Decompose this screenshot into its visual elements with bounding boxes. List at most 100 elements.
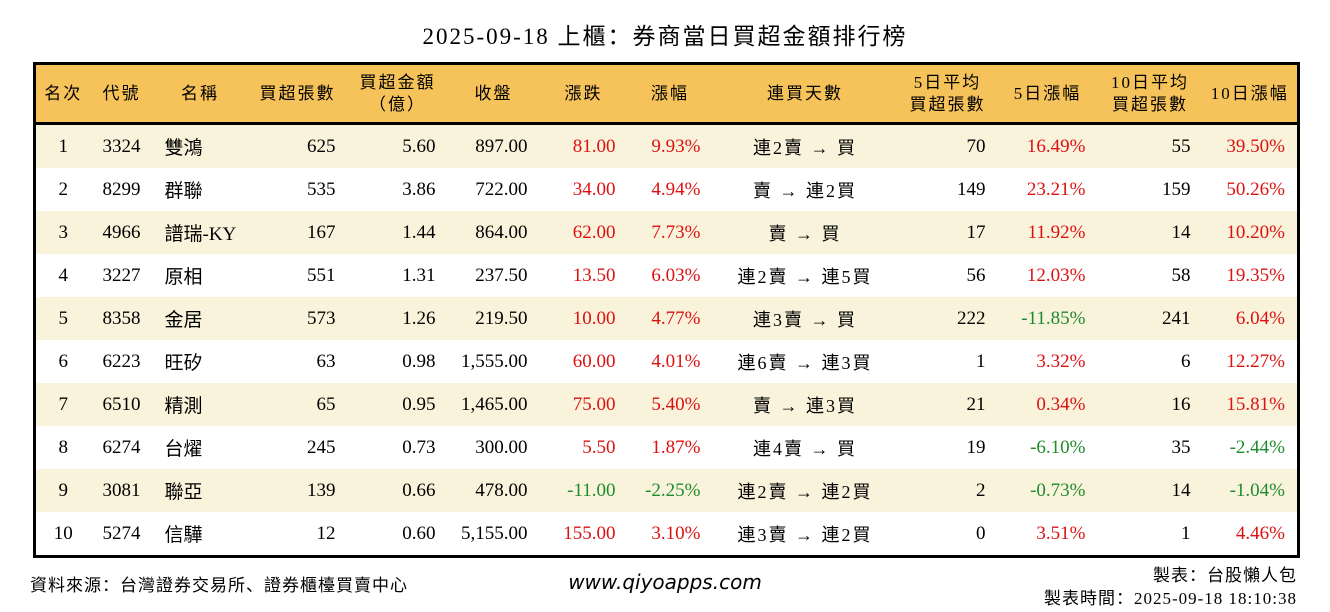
cell: 連2賣 → 買	[753, 137, 857, 158]
cell: -1.04%	[1229, 479, 1285, 501]
cell: 16	[1171, 393, 1191, 415]
cell: 16.49%	[1026, 135, 1086, 157]
cell: 1	[976, 350, 986, 372]
cell: 65	[316, 393, 336, 415]
cell: 1	[58, 135, 69, 157]
cell: 5274	[102, 522, 141, 544]
cell: 賣 → 連3買	[753, 395, 857, 416]
cell: 9.93%	[651, 135, 701, 157]
cell: 60.00	[572, 350, 616, 372]
cell: 34.00	[572, 178, 616, 200]
table-row: 4 3227 原相 551 1.31 237.50 13.50 6.03% 連2賣 → 連5買 5…	[34, 254, 1299, 297]
cell: 信驊	[164, 525, 203, 546]
cell: 連6賣 → 連3買	[737, 352, 873, 373]
cell: 1,555.00	[461, 350, 528, 372]
cell: 0.73	[402, 436, 436, 458]
table-row: 9 3081 聯亞 139 0.66 478.00 -11.00 -2.25% 連2賣 → 連2…	[34, 469, 1299, 512]
cell: 群聯	[164, 181, 203, 202]
cell: 0	[976, 522, 986, 544]
table-row: 8 6274 台燿 245 0.73 300.00 5.50 1.87% 連4賣 → 買 19 -6…	[34, 426, 1299, 469]
cell: 4.46%	[1235, 522, 1285, 544]
cell: 4.77%	[651, 307, 701, 329]
cell: 864.00	[475, 221, 528, 243]
cell: 70	[966, 135, 986, 157]
cell: 6274	[102, 436, 141, 458]
cell: 139	[307, 479, 336, 501]
cell: 149	[957, 178, 986, 200]
column-header-3: 名稱	[152, 63, 248, 125]
cell: 35	[1171, 436, 1191, 458]
cell: 1.26	[402, 307, 436, 329]
cell: 167	[307, 221, 336, 243]
ranking-table: 名次 代號 名稱 買超張數 買超金額 （億） 收盤 漲跌 漲幅 連買天數 5日平均 買超張數 5日漲…	[33, 62, 1300, 558]
page-title: 2025-09-18 上櫃：券商當日買超金額排行榜	[422, 24, 908, 49]
footer: 資料來源：台灣證券交易所、證券櫃檯買賣中心 www.qiyoapps.com 製…	[0, 565, 1330, 612]
cell: 1.87%	[651, 436, 701, 458]
cell: 155.00	[563, 522, 616, 544]
cell: 連2賣 → 連2買	[737, 481, 873, 502]
cell: 連3賣 → 買	[753, 309, 857, 330]
cell: 535	[307, 178, 336, 200]
cell: 6510	[102, 393, 141, 415]
cell: 8299	[102, 178, 141, 200]
cell: 0.34%	[1036, 393, 1086, 415]
cell: 5.60	[402, 135, 436, 157]
column-header-12: 10日平均 買超張數	[1097, 63, 1203, 125]
cell: 9	[58, 479, 69, 501]
cell: 1	[1181, 522, 1191, 544]
column-header-9: 連買天數	[712, 63, 898, 125]
cell: 11.92%	[1027, 221, 1086, 243]
column-header-11: 5日漲幅	[997, 63, 1098, 125]
credit-timestamp: 製表時間：2025-09-18 18:10:38	[1043, 588, 1297, 608]
table-row: 7 6510 精測 65 0.95 1,465.00 75.00 5.40% 賣 → 連3買 21…	[34, 383, 1299, 426]
cell: 0.60	[402, 522, 436, 544]
cell: 5	[58, 307, 69, 329]
cell: 0.95	[402, 393, 436, 415]
cell: 12.27%	[1226, 350, 1285, 372]
column-header-13: 10日漲幅	[1202, 63, 1299, 125]
credit-block: 製表：台股懶人包 製表時間：2025-09-18 18:10:38	[1044, 565, 1297, 611]
table-header-row: 名次 代號 名稱 買超張數 買超金額 （億） 收盤 漲跌 漲幅 連買天數 5日平均 買超張數 5日漲…	[34, 63, 1299, 125]
website-url: www.qiyoapps.com	[568, 570, 762, 594]
cell: 連3賣 → 連2買	[737, 524, 873, 545]
cell: 14	[1171, 221, 1191, 243]
cell: 聯亞	[164, 482, 203, 503]
cell: 19	[966, 436, 986, 458]
cell: 3227	[102, 264, 141, 286]
cell: 17	[966, 221, 986, 243]
cell: 連2賣 → 連5買	[737, 266, 873, 287]
column-header-6: 收盤	[447, 63, 540, 125]
table-row: 3 4966 譜瑞-KY 167 1.44 864.00 62.00 7.73% 賣 → 買 17…	[34, 211, 1299, 254]
cell: 478.00	[475, 479, 528, 501]
table-row: 1 3324 雙鴻 625 5.60 897.00 81.00 9.93% 連2賣 → 買 70 1…	[34, 123, 1299, 168]
cell: 897.00	[475, 135, 528, 157]
column-header-2: 代號	[90, 63, 153, 125]
cell: 5,155.00	[461, 522, 528, 544]
cell: 1.44	[402, 221, 436, 243]
cell: 6	[58, 350, 69, 372]
cell: -6.10%	[1030, 436, 1086, 458]
cell: 58	[1171, 264, 1191, 286]
data-source-note: 資料來源：台灣證券交易所、證券櫃檯買賣中心	[30, 576, 408, 595]
cell: 573	[307, 307, 336, 329]
cell: 4966	[102, 221, 141, 243]
cell: 賣 → 連2買	[753, 180, 857, 201]
cell: 237.50	[475, 264, 528, 286]
column-header-8: 漲幅	[627, 63, 713, 125]
cell: 75.00	[572, 393, 616, 415]
cell: 50.26%	[1226, 178, 1285, 200]
cell: 81.00	[572, 135, 616, 157]
cell: -2.44%	[1229, 436, 1285, 458]
cell: 241	[1162, 307, 1191, 329]
column-header-5: 買超金額 （億）	[347, 63, 448, 125]
cell: -0.73%	[1030, 479, 1086, 501]
cell: 3.86	[402, 178, 436, 200]
cell: 39.50%	[1226, 135, 1285, 157]
cell: 6.04%	[1235, 307, 1285, 329]
cell: 62.00	[572, 221, 616, 243]
cell: 55	[1171, 135, 1191, 157]
table-row: 5 8358 金居 573 1.26 219.50 10.00 4.77% 連3賣 → 買 222…	[34, 297, 1299, 340]
cell: 625	[307, 135, 336, 157]
cell: 63	[316, 350, 336, 372]
cell: 10.20%	[1226, 221, 1285, 243]
